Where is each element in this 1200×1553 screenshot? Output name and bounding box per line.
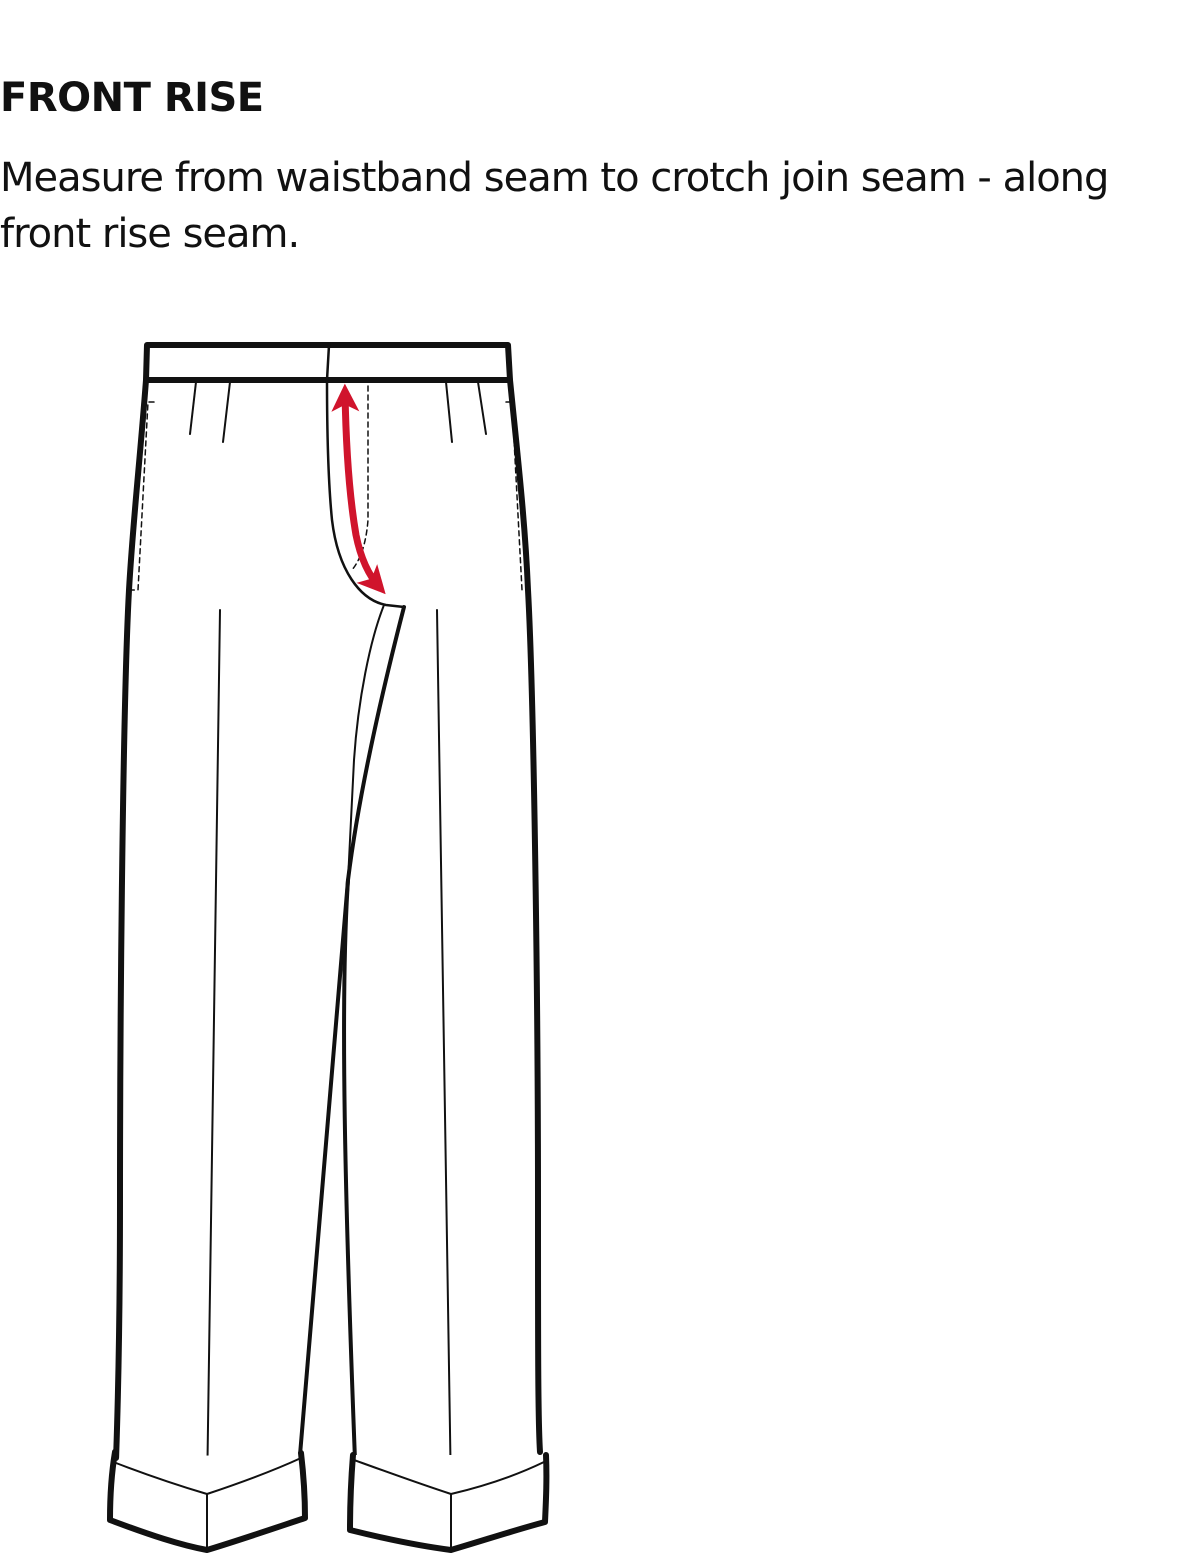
fly-outer [347,604,385,881]
pocket-right [505,401,528,591]
inner-leg-right [342,878,357,1462]
pocket-left [131,401,155,591]
measurement-instruction: Measure from waistband seam to crotch jo… [0,155,1109,257]
pleat-right-1 [445,381,453,443]
trousers-outline [113,377,543,1463]
page-title: FRONT RISE [0,75,264,121]
pleat-left-2 [222,381,231,443]
trousers-icon [107,342,550,1553]
inner-leg-left [298,605,406,1457]
crease-left [206,609,221,1495]
double-arrow-icon [331,383,386,595]
pleat-left-1 [189,381,197,435]
pleat-right-2 [477,381,487,435]
crease-right [436,609,452,1495]
